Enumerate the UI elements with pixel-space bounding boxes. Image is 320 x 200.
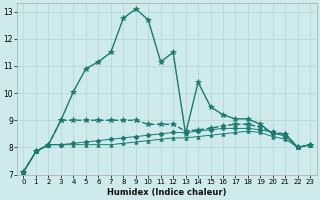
X-axis label: Humidex (Indice chaleur): Humidex (Indice chaleur) bbox=[107, 188, 227, 197]
